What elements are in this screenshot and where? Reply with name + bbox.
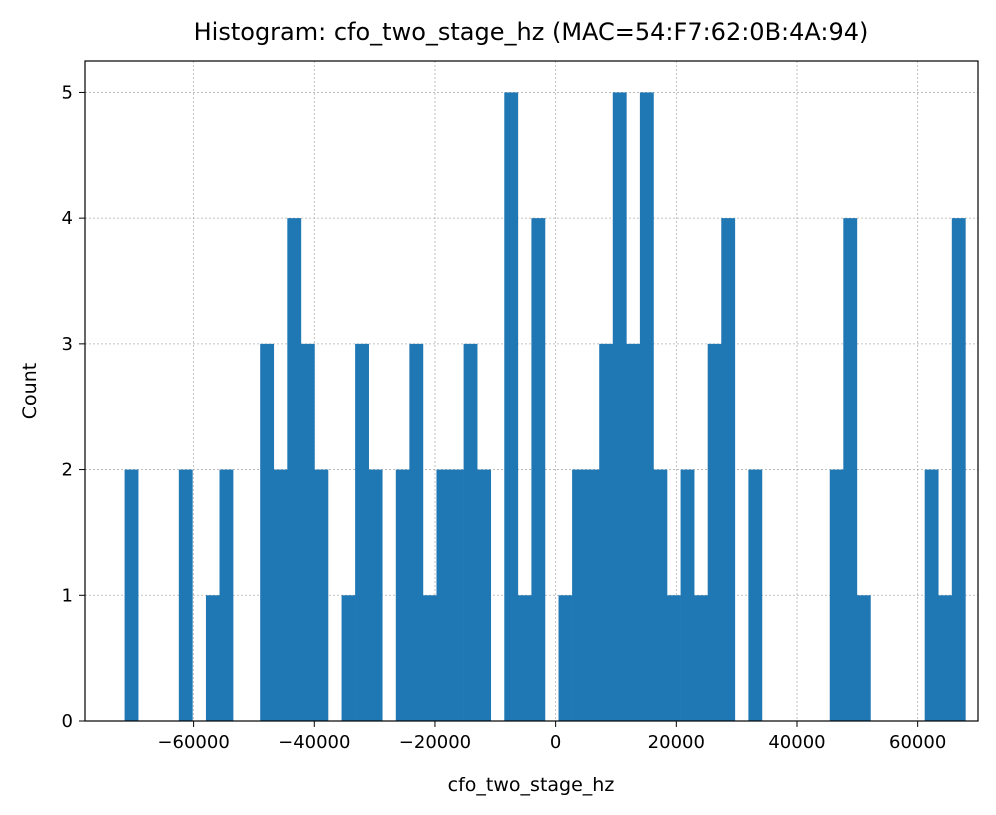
histogram-bar <box>477 469 492 721</box>
histogram-bar <box>748 469 763 721</box>
plot-frame <box>84 60 979 722</box>
x-tick-label: 40000 <box>768 732 825 753</box>
histogram-bar <box>395 469 410 721</box>
y-tick-label: 3 <box>62 334 73 355</box>
histogram-bars <box>124 92 966 721</box>
x-axis-label: cfo_two_stage_hz <box>448 774 615 796</box>
histogram-bar <box>680 469 695 721</box>
histogram-bar <box>355 343 369 721</box>
histogram-bar <box>694 595 709 721</box>
histogram-bar <box>585 469 600 721</box>
y-tick-label: 1 <box>62 585 73 606</box>
x-tick-label: 0 <box>550 732 561 753</box>
histogram-bar <box>653 469 668 721</box>
histogram-bar <box>558 595 573 721</box>
histogram-bar <box>612 92 627 721</box>
x-tick-label: −60000 <box>157 732 229 753</box>
grid-lines <box>85 61 978 722</box>
histogram-bar <box>667 595 681 721</box>
histogram-bar <box>450 469 464 721</box>
histogram-bar <box>422 595 437 721</box>
histogram-bar <box>368 469 383 721</box>
y-tick-label: 5 <box>62 82 73 103</box>
chart-title: Histogram: cfo_two_stage_hz (MAC=54:F7:6… <box>194 18 869 46</box>
y-tick-label: 4 <box>62 208 73 229</box>
histogram-bar <box>260 343 275 721</box>
histogram-bar <box>504 92 519 721</box>
histogram-bar <box>707 343 722 721</box>
histogram-bar <box>572 469 586 721</box>
y-axis-label: Count <box>19 363 41 419</box>
histogram-bar <box>178 469 193 721</box>
histogram-bar <box>205 595 220 721</box>
histogram-bar <box>314 469 329 721</box>
histogram-bar <box>924 469 939 721</box>
histogram-bar <box>273 469 288 721</box>
histogram-bar <box>287 218 302 721</box>
histogram-bar <box>626 343 641 721</box>
histogram-bar <box>219 469 234 721</box>
axis-ticks: −60000 −40000 −20000 0 20000 40000 60000 0 1 2 3 4 5 <box>62 82 947 753</box>
histogram-bar <box>341 595 356 721</box>
histogram-bar <box>938 595 953 721</box>
histogram-bar <box>951 218 966 721</box>
histogram-bar <box>300 343 315 721</box>
histogram-bar <box>856 595 871 721</box>
x-tick-label: 20000 <box>648 732 705 753</box>
x-tick-label: 60000 <box>889 732 946 753</box>
histogram-bar <box>517 595 532 721</box>
histogram-bar <box>639 92 654 721</box>
histogram-bar <box>124 469 139 721</box>
y-tick-label: 0 <box>62 711 73 732</box>
histogram-bar <box>829 469 844 721</box>
histogram-bar <box>463 343 478 721</box>
y-tick-label: 2 <box>62 460 73 481</box>
histogram-bar <box>531 218 546 721</box>
histogram-bar <box>599 343 614 721</box>
x-tick-label: −40000 <box>278 732 350 753</box>
histogram-bar <box>409 343 424 721</box>
histogram-bar <box>721 218 736 721</box>
x-tick-label: −20000 <box>399 732 471 753</box>
histogram-bar <box>436 469 451 721</box>
histogram-bar <box>843 218 858 721</box>
